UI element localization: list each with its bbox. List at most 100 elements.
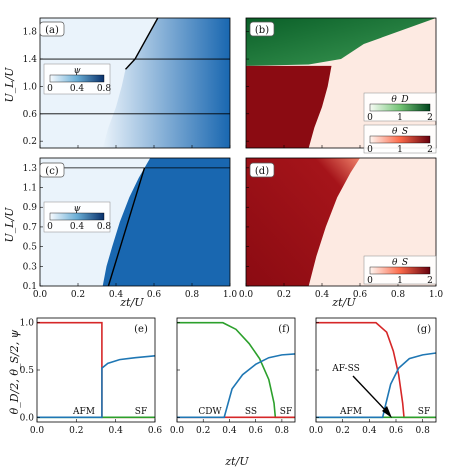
psi-region	[102, 158, 230, 286]
colorbar-thetad-b: θ_D 0 1 2	[363, 92, 437, 123]
axis-y-c-ticklabel: 0.3	[23, 262, 38, 272]
colorbar-label-psi-c: ψ	[73, 204, 81, 214]
series-line-2	[177, 353, 296, 419]
axis-y-ticklabel: 1.0	[20, 319, 35, 329]
frame-c	[39, 157, 231, 287]
colorbar-label-thetad: θ_D	[391, 95, 408, 105]
annotation-sf-g: SF	[418, 407, 430, 417]
axis-x-ticklabel: 0.6	[148, 426, 163, 436]
svg-text:0: 0	[367, 276, 373, 286]
panel-label-g: (g)	[417, 324, 431, 335]
theta-d-region	[246, 18, 436, 66]
axis-x-ticklabel: 0.6	[389, 426, 404, 436]
colorbar-psi-c: ψ 0 0.4 0.8	[43, 201, 112, 233]
axis-x-c-ticklabel: 0.0	[33, 290, 48, 300]
axis-x-ticklabel: 0.6	[249, 426, 264, 436]
axis-y-ticklabel: 0.5	[20, 366, 35, 376]
axis-x-ticklabel: 0.4	[362, 426, 377, 436]
svg-text:2: 2	[427, 145, 433, 155]
theta-s-region	[246, 158, 360, 286]
annotation-arrowhead-afss	[382, 406, 392, 418]
axis-y-c-ticklabel: 0.1	[23, 282, 37, 292]
panel-label-box-d	[249, 162, 275, 178]
annotation-afss: AF-SS	[331, 364, 360, 374]
panel-label-b: (b)	[255, 25, 269, 36]
axis-x-c-ticklabel: 0.8	[185, 290, 200, 300]
axis-y-c-ticklabel: 0.9	[23, 203, 38, 213]
svg-text:0.8: 0.8	[97, 84, 112, 94]
axis-x-ticklabel: 0.4	[222, 426, 237, 436]
axis-y-a-ticklabel: 1.0	[23, 82, 38, 92]
panel-labels: (a) (b) (c) (d) (e) (f) (g)	[39, 21, 431, 335]
axis-x-ticklabel: 0.0	[30, 426, 45, 436]
axis-x-ticklabel: 0.2	[196, 426, 210, 436]
axis-y-c-ticklabel: 1.3	[23, 164, 38, 174]
colorbar-thetas-b: θ_S 0 1 2	[363, 124, 437, 155]
axis-x-ticklabel: 0.2	[336, 426, 350, 436]
svg-text:1: 1	[397, 276, 403, 286]
annotation-cdw: CDW	[198, 407, 222, 417]
svg-text:2: 2	[427, 276, 433, 286]
svg-text:0: 0	[367, 113, 373, 123]
svg-text:0: 0	[47, 84, 53, 94]
axis-y-a-ticklabel: 0.6	[23, 110, 38, 120]
xlabel-c: zt/U	[119, 296, 144, 309]
axis-x-d-ticklabel: 0.0	[239, 290, 254, 300]
axis-y-a-ticklabel: 1.8	[23, 28, 38, 38]
annotation-afm-e: AFM	[72, 407, 95, 417]
axis-x-c-ticklabel: 0.6	[147, 290, 162, 300]
frame-b	[245, 17, 437, 149]
panel-label-e: (e)	[134, 324, 148, 335]
heatmap-panel-a: 0.2 0.6 1.0 1.4 1.8	[23, 17, 231, 149]
plot-bg	[37, 318, 155, 422]
axis-x-ticklabel: 0.8	[416, 426, 431, 436]
ylabel-e: θ_D/2, θ_S/2, ψ	[8, 329, 21, 414]
series-line-0	[316, 321, 436, 419]
annotation-sf-e: SF	[135, 407, 147, 417]
annotation-ss: SS	[245, 407, 257, 417]
panel-label-f: (f)	[278, 324, 290, 335]
axis-x-ticklabel: 0.0	[309, 426, 324, 436]
colorbar-thetas-d: θ_S 0 1 2	[363, 255, 437, 286]
ylabel-c: U_L/U	[3, 207, 16, 243]
annotation-arrow-afss	[352, 375, 389, 414]
series-line-2	[316, 352, 437, 419]
svg-text:0.4: 0.4	[70, 222, 85, 232]
plot-bg	[177, 318, 295, 422]
axis-x-c-ticklabel: 1.0	[223, 290, 238, 300]
svg-text:0: 0	[47, 222, 53, 232]
svg-text:0.4: 0.4	[70, 84, 85, 94]
axis-y-a-ticklabel: 0.2	[23, 137, 37, 147]
axis-x-c-ticklabel: 0.4	[109, 290, 124, 300]
axis-y-a-ticklabel: 1.4	[23, 55, 38, 65]
panel-label-box-a	[39, 21, 65, 37]
colorbar-label-thetas-d: θ_S	[392, 258, 408, 268]
axis-x-ticklabel: 0.0	[170, 426, 185, 436]
axis-x-ticklabel: 0.8	[275, 426, 290, 436]
panel-label-d: (d)	[255, 166, 269, 177]
annotations: AFM SF CDW SS SF AF-SS AFM SF	[72, 364, 430, 418]
panel-label-c: (c)	[45, 166, 59, 177]
axis-x-ticklabel: 0.4	[109, 426, 124, 436]
plot-bg	[316, 318, 436, 422]
xlabel-d: zt/U	[331, 296, 356, 309]
fit-line	[107, 167, 146, 287]
axis-y-c-ticklabel: 0.7	[23, 223, 38, 233]
axis-x-d-ticklabel: 0.8	[391, 290, 406, 300]
svg-text:0.8: 0.8	[97, 222, 112, 232]
heatmap-panel-d: 0.0 0.2 0.4 0.6 0.8 1.0	[239, 157, 443, 300]
psi-region	[102, 18, 230, 148]
colorbar-psi-a: ψ 0 0.4 0.8	[43, 63, 112, 95]
axis-labels: U_L/U U_L/U θ_D/2, θ_S/2, ψ zt/U zt/U zt…	[3, 67, 356, 468]
axis-x-c-ticklabel: 0.2	[71, 290, 85, 300]
panel-label-box-c	[39, 162, 65, 178]
line-panel-e: 0.0 0.2 0.4 0.6 0.0 0.5 1.0	[20, 317, 163, 436]
xlabel-bottom: zt/U	[224, 455, 249, 468]
frame-d	[245, 157, 437, 287]
series-line-2	[37, 355, 156, 419]
svg-text:1: 1	[397, 113, 403, 123]
colorbar-label-psi-a: ψ	[73, 66, 81, 76]
annotation-sf-f: SF	[280, 407, 292, 417]
line-panel-g: 0.0 0.2 0.4 0.6 0.8	[309, 317, 437, 436]
